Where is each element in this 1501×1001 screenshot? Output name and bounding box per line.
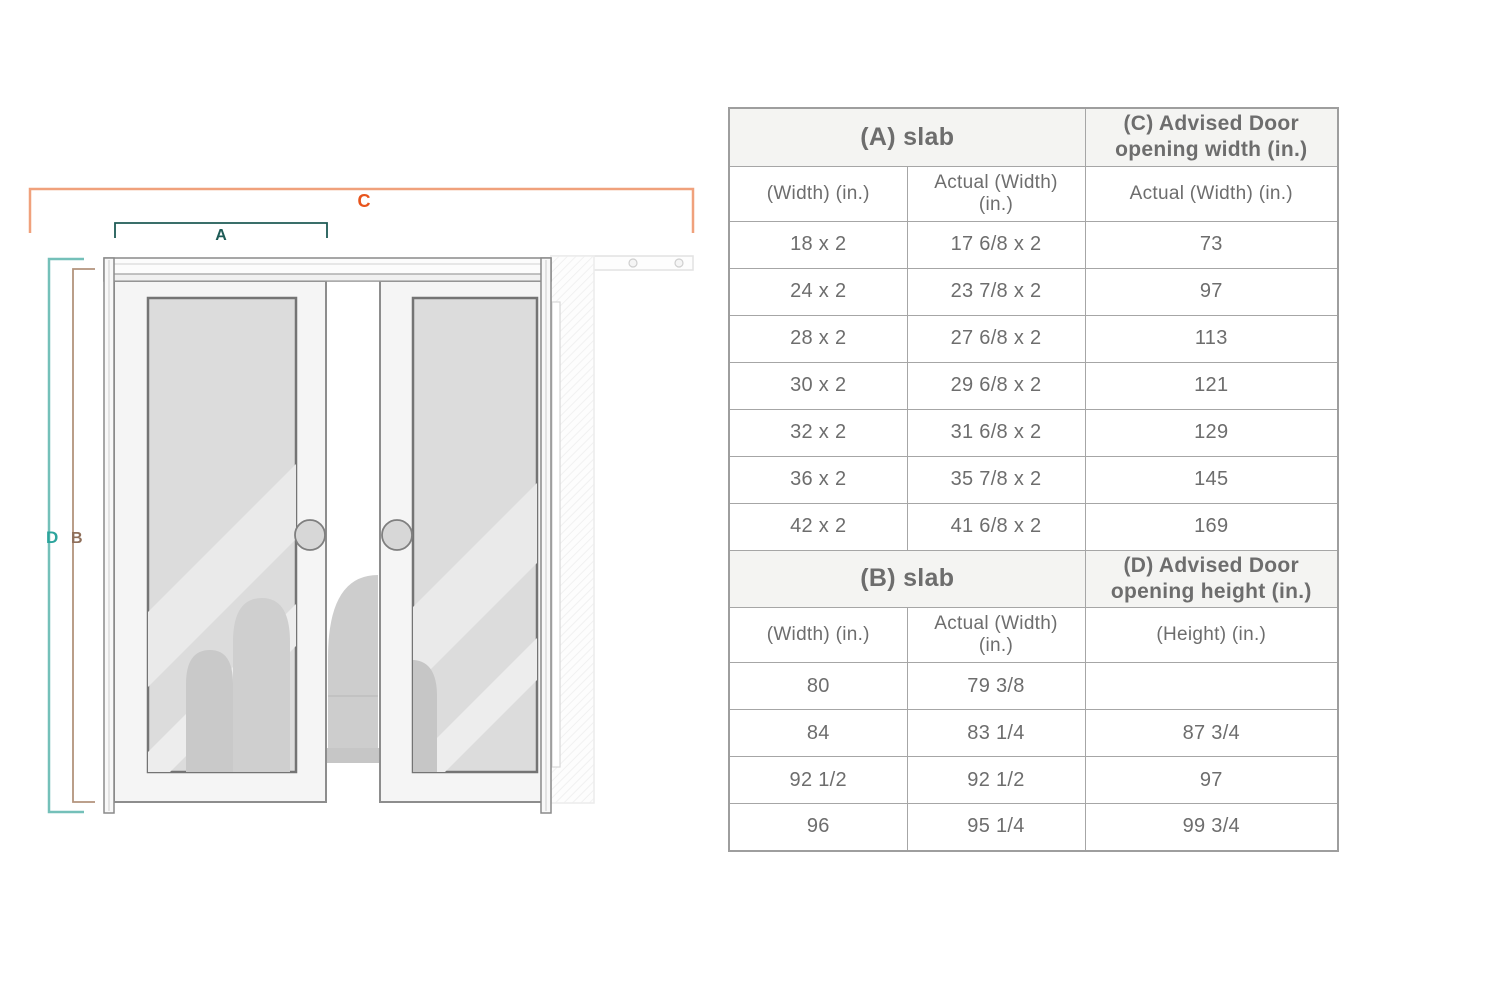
door-left: [113, 280, 327, 803]
table-cell: 145: [1084, 455, 1339, 504]
table-cell: 83 1/4: [906, 709, 1086, 757]
table-cell: 169: [1084, 502, 1339, 551]
table-row: 18 x 2 17 6/8 x 2 73: [728, 220, 1339, 269]
pocket-ghost-door: [551, 301, 561, 768]
table-row: 96 95 1/4 99 3/4: [728, 803, 1339, 851]
table-cell: 73: [1084, 220, 1339, 269]
table-cell: 113: [1084, 314, 1339, 363]
column-header: Actual (Width) (in.): [906, 165, 1086, 222]
door-size-spec-table: (A) slab (C) Advised Door opening width …: [728, 107, 1340, 852]
table-row: 42 x 2 41 6/8 x 2 169: [728, 502, 1339, 551]
section-d-advised-header: (D) Advised Door opening height (in.): [1084, 549, 1339, 608]
table-cell: 18 x 2: [728, 220, 908, 269]
section-header-row: (A) slab (C) Advised Door opening width …: [728, 107, 1339, 167]
door-frame: [103, 257, 552, 814]
section-b-slab-header: (B) slab: [728, 549, 1086, 608]
table-cell: 95 1/4: [906, 803, 1086, 851]
table-row: 92 1/2 92 1/2 97: [728, 756, 1339, 804]
table-cell: 41 6/8 x 2: [906, 502, 1086, 551]
table-cell: 79 3/8: [906, 662, 1086, 710]
table-cell: 129: [1084, 408, 1339, 457]
column-header: (Width) (in.): [728, 607, 908, 663]
table-row: 24 x 2 23 7/8 x 2 97: [728, 267, 1339, 316]
door-right: [379, 280, 546, 803]
column-header-row: (Width) (in.) Actual (Width) (in.) (Heig…: [728, 607, 1339, 663]
door-knob-left: [294, 519, 326, 551]
table-cell: [1084, 662, 1339, 710]
dimension-label-d: D: [46, 528, 58, 547]
table-cell: 24 x 2: [728, 267, 908, 316]
table-cell: 84: [728, 709, 908, 757]
column-header: Actual (Width) (in.): [906, 607, 1086, 663]
table-cell: 80: [728, 662, 908, 710]
dimension-label-a: A: [215, 227, 227, 244]
table-cell: 32 x 2: [728, 408, 908, 457]
dimension-bracket-b: [72, 268, 95, 803]
table-row: 30 x 2 29 6/8 x 2 121: [728, 361, 1339, 410]
column-header-row: (Width) (in.) Actual (Width) (in.) Actua…: [728, 165, 1339, 222]
table-cell: 121: [1084, 361, 1339, 410]
dimension-bracket-a: [114, 222, 328, 238]
door-knob-right: [381, 519, 413, 551]
table-cell: 96: [728, 803, 908, 851]
table-cell: 87 3/4: [1084, 709, 1339, 757]
dimension-label-c: C: [358, 191, 371, 211]
table-cell: 31 6/8 x 2: [906, 408, 1086, 457]
section-header-row: (B) slab (D) Advised Door opening height…: [728, 549, 1339, 608]
table-cell: 99 3/4: [1084, 803, 1339, 851]
table-cell: 42 x 2: [728, 502, 908, 551]
table-cell: 92 1/2: [728, 756, 908, 804]
table-cell: 17 6/8 x 2: [906, 220, 1086, 269]
table-cell: 97: [1084, 267, 1339, 316]
table-section-b: (B) slab (D) Advised Door opening height…: [728, 549, 1339, 851]
column-header: Actual (Width) (in.): [1084, 165, 1339, 222]
section-a-slab-header: (A) slab: [728, 107, 1086, 167]
door-diagram: C A D B: [28, 187, 695, 814]
column-header: (Width) (in.): [728, 165, 908, 222]
table-section-a: (A) slab (C) Advised Door opening width …: [728, 107, 1339, 551]
table-row: 84 83 1/4 87 3/4: [728, 709, 1339, 757]
section-c-advised-header: (C) Advised Door opening width (in.): [1084, 107, 1339, 167]
table-row: 36 x 2 35 7/8 x 2 145: [728, 455, 1339, 504]
dimension-label-b: B: [71, 530, 83, 547]
table-cell: 23 7/8 x 2: [906, 267, 1086, 316]
table-cell: 36 x 2: [728, 455, 908, 504]
table-cell: 97: [1084, 756, 1339, 804]
table-cell: 30 x 2: [728, 361, 908, 410]
table-row: 28 x 2 27 6/8 x 2 113: [728, 314, 1339, 363]
dimension-bracket-c: [28, 187, 695, 233]
table-cell: 28 x 2: [728, 314, 908, 363]
furniture-silhouette: [327, 575, 379, 763]
table-row: 80 79 3/8: [728, 662, 1339, 710]
dimension-bracket-d: [47, 257, 84, 814]
table-cell: 35 7/8 x 2: [906, 455, 1086, 504]
table-cell: 29 6/8 x 2: [906, 361, 1086, 410]
table-cell: 27 6/8 x 2: [906, 314, 1086, 363]
column-header: (Height) (in.): [1084, 607, 1339, 663]
table-cell: 92 1/2: [906, 756, 1086, 804]
table-row: 32 x 2 31 6/8 x 2 129: [728, 408, 1339, 457]
